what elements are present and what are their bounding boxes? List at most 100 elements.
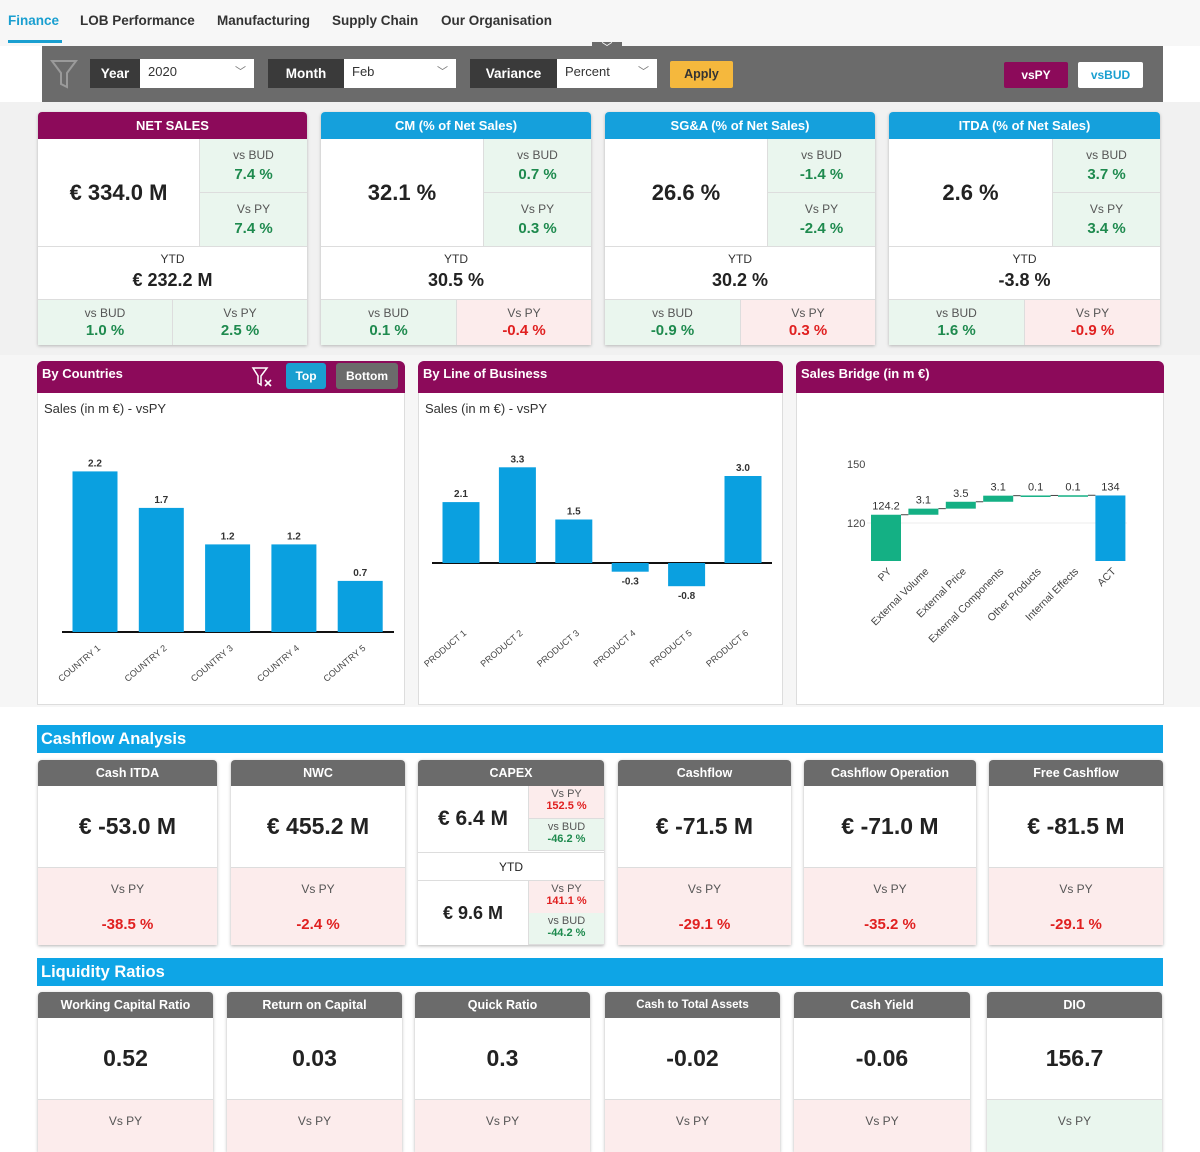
data-label: -0.3 (622, 577, 640, 588)
month-select[interactable]: Feb ﹀ (344, 59, 456, 88)
waterfall-bar[interactable] (945, 501, 976, 509)
bar[interactable] (498, 467, 536, 563)
vsbud-toggle-button[interactable]: vsBUD (1078, 62, 1143, 88)
collapse-filter-chevron-icon[interactable]: ﹀ (592, 42, 622, 54)
data-label: -0.8 (678, 591, 696, 602)
panel-title: By Line of Business (423, 366, 548, 381)
cashflow-section-header: Cashflow Analysis (37, 725, 1163, 753)
waterfall-bar[interactable] (983, 495, 1014, 502)
kpi-title: SG&A (% of Net Sales) (605, 112, 875, 139)
delta-value: -0.9 % (650, 322, 695, 339)
waterfall-bar[interactable] (871, 514, 901, 561)
delta-label: Vs PY (1059, 882, 1093, 896)
cashflow-card[interactable]: Free Cashflow € -81.5 M Vs PY -29.1 % (989, 760, 1163, 945)
data-label: 3.3 (510, 454, 524, 465)
data-label: 1.2 (287, 531, 301, 542)
x-tick-label: PRODUCT 6 (704, 628, 750, 669)
cashflow-card[interactable]: Cashflow Operation € -71.0 M Vs PY -35.2 % (804, 760, 976, 945)
delta-value: 1.0 % (85, 322, 125, 339)
chevron-down-icon: ﹀ (437, 66, 448, 78)
card-value: -0.02 (666, 1045, 719, 1071)
x-tick-label: PRODUCT 3 (535, 628, 581, 669)
data-label: 3.0 (736, 463, 750, 474)
waterfall-bar[interactable] (908, 508, 939, 515)
chart-subtitle: Sales (in m €) - vsPY (425, 401, 548, 416)
waterfall-bar[interactable] (1020, 495, 1051, 497)
data-label: 0.7 (353, 568, 367, 579)
cashflow-card[interactable]: Cash ITDA € -53.0 M Vs PY -38.5 % (38, 760, 217, 945)
liquidity-card[interactable]: Cash Yield -0.06 Vs PY (794, 992, 970, 1152)
waterfall-bar[interactable] (1095, 495, 1126, 561)
kpi-ytd-vs-py: Vs PY -0.9 % (1024, 300, 1160, 345)
liquidity-card[interactable]: Cash to Total Assets -0.02 Vs PY (605, 992, 780, 1152)
bar[interactable] (611, 563, 649, 572)
clear-filter-icon[interactable] (251, 366, 273, 388)
vspy-toggle-button[interactable]: vsPY (1004, 62, 1068, 88)
bar[interactable] (271, 544, 317, 632)
delta-value: 7.4 % (234, 166, 273, 183)
ytd-label: YTD (728, 252, 752, 266)
bar[interactable] (72, 471, 118, 632)
kpi-title: ITDA (% of Net Sales) (889, 112, 1160, 139)
filter-bar: Year 2020 ﹀ Month Feb ﹀ Variance Percent ﹀ … (42, 46, 1163, 102)
delta-value: 7.4 % (234, 220, 273, 237)
bar[interactable] (337, 580, 383, 632)
year-select[interactable]: 2020 ﹀ (140, 59, 254, 88)
bar[interactable] (724, 476, 762, 563)
tab-lob-performance[interactable]: LOB Performance (80, 13, 195, 28)
delta-value: 152.5 % (546, 800, 587, 812)
delta-value: 1.6 % (937, 322, 976, 339)
bar[interactable] (138, 507, 184, 632)
kpi-ytd: YTD -3.8 % (889, 246, 1160, 300)
liquidity-card[interactable]: DIO 156.7 Vs PY (987, 992, 1162, 1152)
cashflow-card[interactable]: Cashflow € -71.5 M Vs PY -29.1 % (618, 760, 791, 945)
data-label: 1.5 (567, 507, 581, 518)
liquidity-card[interactable]: Working Capital Ratio 0.52 Vs PY (38, 992, 213, 1152)
bar[interactable] (555, 519, 593, 564)
data-label: 3.1 (991, 482, 1006, 494)
top-button[interactable]: Top (286, 363, 326, 389)
tab-finance[interactable]: Finance (8, 13, 60, 28)
kpi-card[interactable]: NET SALES € 334.0 M vs BUD 7.4 % Vs PY 7.4 % Y… (38, 112, 307, 345)
delta-label: Vs PY (108, 1114, 143, 1128)
liquidity-card[interactable]: Quick Ratio 0.3 Vs PY (415, 992, 590, 1152)
delta-label: vs BUD (233, 148, 274, 162)
x-tick-label: ACT (1095, 565, 1119, 589)
apply-button[interactable]: Apply (670, 61, 733, 88)
card-value: 0.03 (292, 1045, 337, 1071)
bar[interactable] (205, 544, 251, 632)
tab-our-organisation[interactable]: Our Organisation (441, 13, 553, 28)
kpi-card[interactable]: ITDA (% of Net Sales) 2.6 % vs BUD 3.7 % Vs … (889, 112, 1160, 345)
bottom-button[interactable]: Bottom (336, 363, 398, 389)
chevron-down-icon: ﹀ (638, 66, 649, 78)
tab-manufacturing[interactable]: Manufacturing (217, 13, 310, 28)
tab-supply-chain[interactable]: Supply Chain (332, 13, 419, 28)
filter-icon[interactable] (50, 58, 78, 90)
capex-card[interactable]: CAPEX € 6.4 M YTD € 9.6 M Vs PY 152.5 % vs BUD… (418, 760, 604, 945)
kpi-vs-py: Vs PY 3.4 % (1052, 193, 1160, 247)
kpi-ytd-vs-bud: vs BUD -0.9 % (605, 300, 740, 345)
card-delta: Vs PY -29.1 % (618, 867, 791, 945)
capex-ytd-vs-py: Vs PY 141.1 % (528, 881, 604, 914)
delta-label: Vs PY (301, 882, 335, 896)
waterfall-bar[interactable] (1058, 495, 1088, 497)
bar[interactable] (442, 502, 480, 563)
kpi-card[interactable]: SG&A (% of Net Sales) 26.6 % vs BUD -1.4 % V… (605, 112, 875, 345)
delta-label: vs BUD (801, 148, 842, 162)
bar[interactable] (668, 563, 706, 587)
card-title: Free Cashflow (989, 760, 1163, 786)
delta-label: vs BUD (547, 821, 586, 833)
variance-select[interactable]: Percent ﹀ (557, 59, 657, 88)
card-value: 0.52 (103, 1045, 148, 1071)
cashflow-card[interactable]: NWC € 455.2 M Vs PY -2.4 % (231, 760, 405, 945)
card-delta: Vs PY (794, 1099, 970, 1152)
ytd-value: -3.8 % (998, 270, 1051, 290)
kpi-card[interactable]: CM (% of Net Sales) 32.1 % vs BUD 0.7 % Vs P… (321, 112, 591, 345)
kpi-ytd-vs-bud: vs BUD 0.1 % (321, 300, 456, 345)
ytd-label: YTD (1012, 252, 1037, 266)
delta-value: -29.1 % (1050, 916, 1102, 933)
card-value: 0.3 (486, 1045, 519, 1071)
delta-label: vs BUD (936, 306, 977, 320)
liquidity-card[interactable]: Return on Capital 0.03 Vs PY (227, 992, 402, 1152)
x-tick-label: COUNTRY 5 (321, 643, 367, 684)
